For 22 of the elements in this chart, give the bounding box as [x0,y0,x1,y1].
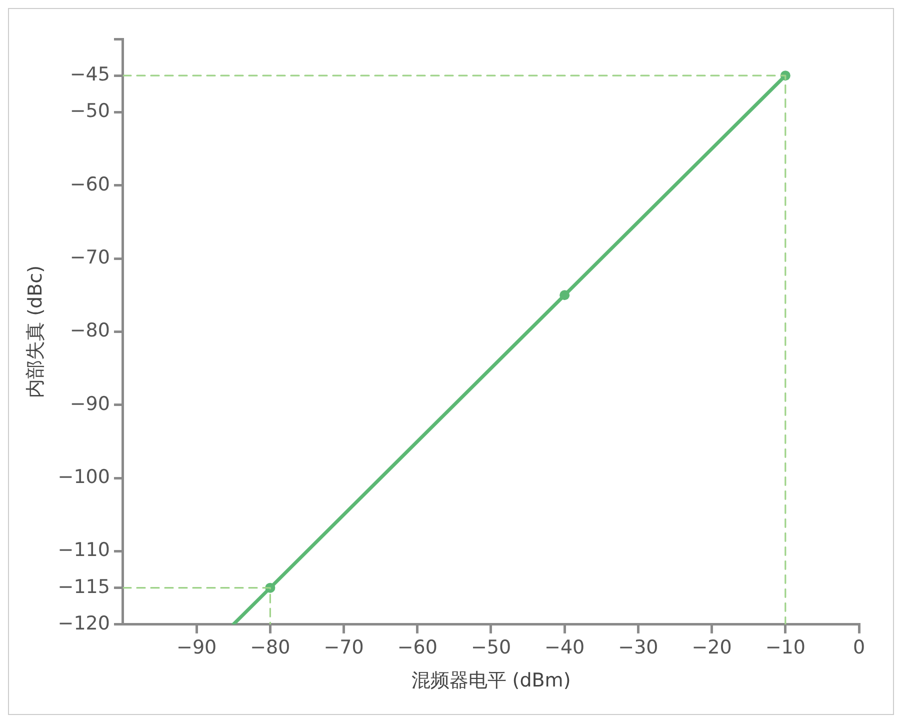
x-tick-label: −90 [176,636,217,659]
x-tick-label: −30 [618,636,658,659]
y-tick-label: −120 [58,612,110,634]
x-tick-label: −40 [544,636,585,659]
y-tick-label: −60 [70,173,110,196]
x-tick-label: −20 [692,636,732,659]
y-tick-label: −70 [70,246,110,268]
x-tick-label: −10 [765,636,806,659]
x-axis-title: 混频器电平 (dBm) [411,670,571,692]
x-tick-label: −70 [324,636,364,659]
y-tick-label: −110 [58,539,110,562]
y-tick-label: −90 [70,392,110,415]
y-tick-label: −50 [70,100,110,122]
y-tick-label: −115 [58,576,110,598]
x-tick-label: −60 [397,636,438,659]
x-tick-label: −80 [250,636,290,659]
y-tick-label: −100 [58,466,110,488]
y-axis-title: 内部失真 (dBc) [24,265,46,398]
x-tick-label: −50 [470,636,512,659]
y-tick-label: −45 [70,64,110,86]
y-tick-label: −80 [70,320,110,342]
x-tick-label: 0 [852,636,866,659]
